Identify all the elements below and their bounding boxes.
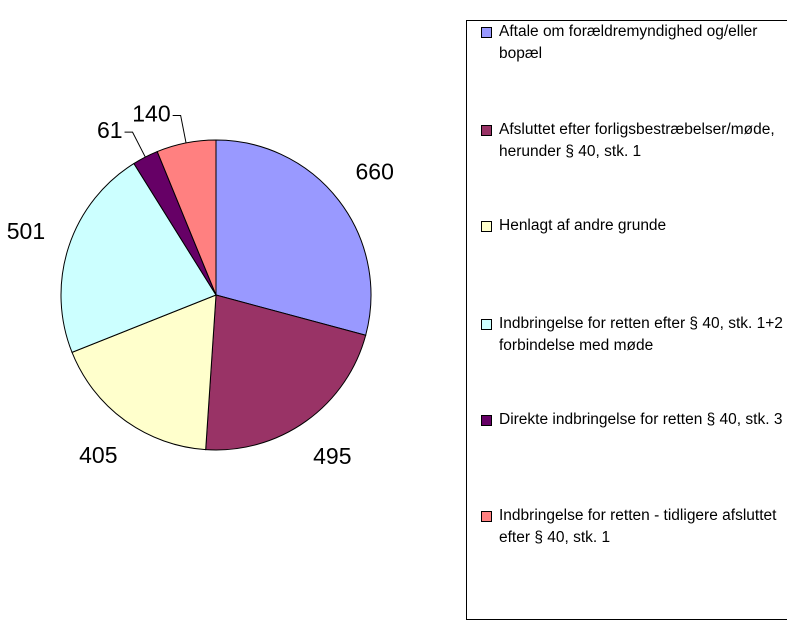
data-label: 660 xyxy=(356,158,394,184)
legend-item: Direkte indbringelse for retten § 40, st… xyxy=(481,409,787,431)
pie-slice xyxy=(205,294,367,451)
legend-item: Henlagt af andre grunde xyxy=(481,215,787,237)
legend-item: Indbringelse for retten efter § 40, stk.… xyxy=(481,313,787,357)
legend-swatch xyxy=(481,125,492,136)
legend-item: Aftale om forældremyndighed og/eller bop… xyxy=(481,21,787,65)
legend-label: Aftale om forældremyndighed og/eller bop… xyxy=(499,23,758,62)
legend-label: Indbringelse for retten - tidligere afsl… xyxy=(499,507,777,546)
data-label: 501 xyxy=(7,218,45,244)
legend-label: Afsluttet efter forligsbestræbelser/møde… xyxy=(499,121,775,160)
pie-slice xyxy=(60,162,217,354)
legend-swatch xyxy=(481,511,492,522)
leader-line xyxy=(124,131,146,158)
pie-slice xyxy=(215,139,372,336)
leader-line xyxy=(172,114,187,144)
page: 660 495 405 501 61 140 Aftale om forældremynd… xyxy=(6,20,787,620)
chart: 660 495 405 501 61 140 xyxy=(7,101,394,469)
legend-label: Direkte indbringelse for retten § 40, st… xyxy=(499,411,783,428)
legend-label: Henlagt af andre grunde xyxy=(499,217,667,234)
data-label: 61 xyxy=(97,117,123,143)
pie-slice xyxy=(71,294,217,451)
legend-label: Indbringelse for retten efter § 40, stk.… xyxy=(499,315,787,354)
legend-swatch xyxy=(481,27,492,38)
legend-swatch xyxy=(481,415,492,426)
legend-item: Indbringelse for retten - tidligere afsl… xyxy=(481,505,787,549)
data-label: 140 xyxy=(132,101,170,127)
data-label: 405 xyxy=(79,442,117,468)
legend-swatch xyxy=(481,221,492,232)
data-label: 495 xyxy=(313,443,351,469)
legend: Aftale om forældremyndighed og/eller bop… xyxy=(466,20,787,620)
legend-item: Afsluttet efter forligsbestræbelser/møde… xyxy=(481,119,787,163)
legend-swatch xyxy=(481,319,492,330)
